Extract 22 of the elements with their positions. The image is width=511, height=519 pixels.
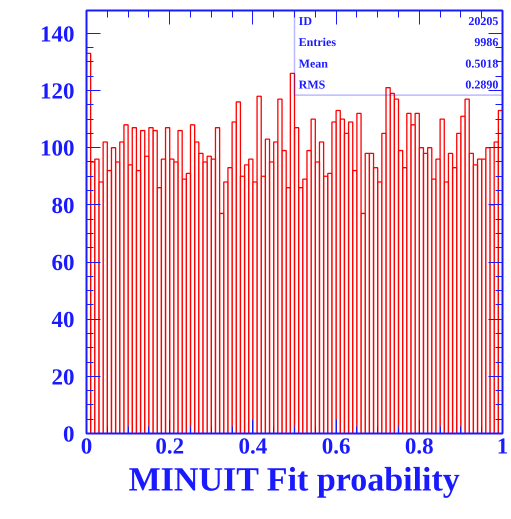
y-tick-label: 140: [40, 21, 74, 46]
x-tick-label: 0.6: [322, 434, 350, 458]
annotation: Entries: [298, 35, 336, 50]
y-tick-label: 120: [40, 78, 74, 104]
y-tick-label: 60: [52, 250, 74, 276]
y-tick-label: 80: [52, 192, 74, 218]
x-tick-label: 0.8: [404, 434, 434, 458]
annotation: Mean: [298, 56, 328, 70]
y-tick-label: 40: [52, 307, 74, 332]
x-axis-title: MINUIT Fit proability: [128, 462, 460, 498]
y-tick-label: 20: [52, 364, 74, 390]
annotation: 0.2890: [465, 78, 498, 92]
annotation: 20205: [468, 14, 498, 28]
annotation: 0.5018: [465, 56, 498, 70]
annotation: 9986: [474, 35, 498, 50]
y-tick-label: 100: [40, 136, 74, 161]
x-tick-label: 0.2: [155, 434, 184, 458]
x-tick-label: 1: [496, 434, 508, 458]
x-tick-label: 0: [80, 434, 92, 458]
annotation: RMS: [298, 78, 326, 92]
x-tick-label: 0.4: [238, 434, 268, 458]
annotation: ID: [298, 14, 312, 28]
